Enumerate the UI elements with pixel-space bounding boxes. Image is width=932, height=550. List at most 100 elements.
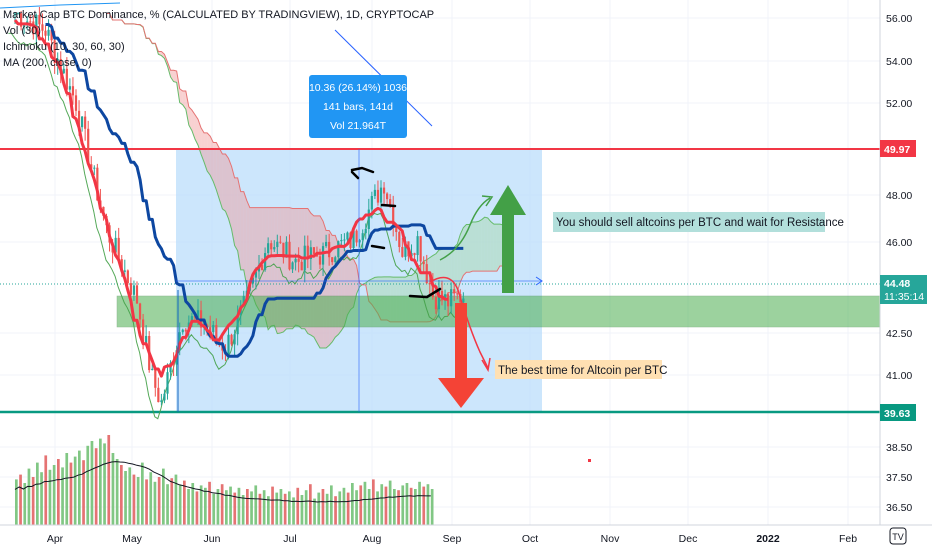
cloud-segment <box>231 166 235 246</box>
volume-bar <box>94 448 98 525</box>
cloud-segment <box>170 70 174 82</box>
candle-body <box>81 116 84 128</box>
candle-body <box>462 298 465 303</box>
volume-bar <box>380 484 384 525</box>
volume-bar <box>212 493 216 525</box>
candle-body <box>242 296 245 306</box>
volume-bar <box>275 492 279 525</box>
y-tick-label: 54.00 <box>886 56 912 68</box>
kijun-sen-line <box>45 23 464 358</box>
volume-bar <box>237 487 241 525</box>
candle-body <box>346 232 349 240</box>
measure-line1: 10.36 (26.14%) 1036 <box>309 82 407 94</box>
volume-bar <box>233 492 237 525</box>
legend-ichimoku[interactable]: Ichimoku (10, 30, 60, 30) <box>3 41 125 53</box>
cloud-segment <box>478 219 482 272</box>
candle-body <box>276 241 279 248</box>
volume-bar <box>426 484 430 525</box>
y-tick-label: 37.50 <box>886 472 912 484</box>
candle-body <box>23 25 26 27</box>
projection-red-curve <box>429 276 489 369</box>
volume-bar <box>372 479 375 525</box>
price-scale-bg[interactable] <box>880 0 932 525</box>
svg-text:44.48: 44.48 <box>884 278 910 290</box>
candle-body <box>337 241 340 258</box>
support-price-label: 39.63 <box>880 404 916 421</box>
candle-body <box>395 228 398 233</box>
volume-bar <box>120 465 123 525</box>
candle-body <box>340 239 343 242</box>
measure-info-box[interactable]: 10.36 (26.14%) 1036 141 bars, 141d Vol 2… <box>309 75 407 138</box>
candle-body <box>35 14 38 35</box>
candle-body <box>129 283 132 295</box>
candle-body <box>273 247 276 250</box>
legend-ma[interactable]: MA (200, close, 0) <box>3 57 92 69</box>
candle-body <box>321 246 325 265</box>
volume-bar <box>141 462 144 525</box>
volume-bar <box>157 477 161 525</box>
big-up-arrow[interactable] <box>490 185 526 293</box>
volume-bar <box>111 453 115 525</box>
volume-bar <box>132 474 136 525</box>
legend-volume[interactable]: Vol (30) <box>3 25 41 37</box>
note-sell[interactable]: You should sell altcoins per BTC and wai… <box>553 212 844 232</box>
x-tick-label: Apr <box>47 533 64 545</box>
volume-bar <box>330 485 333 525</box>
volume-bar <box>325 493 329 525</box>
volume-bar <box>401 485 405 525</box>
volume-bar <box>405 483 409 525</box>
candle-body <box>364 229 367 234</box>
volume-bar <box>107 435 111 525</box>
legend-symbol[interactable]: Market Cap BTC Dominance, % (CALCULATED … <box>3 9 434 21</box>
candle-body <box>62 68 65 74</box>
volume-bar <box>73 456 77 525</box>
volume-bar <box>220 484 224 525</box>
volume-bar <box>292 497 295 525</box>
volume-bar <box>258 493 262 525</box>
candle-body <box>382 187 386 194</box>
candle-body <box>114 237 117 253</box>
candle-body <box>361 233 364 241</box>
candle-body <box>358 240 361 243</box>
candle-body <box>44 30 47 36</box>
candle-body <box>434 297 437 310</box>
cloud-segment <box>490 221 494 272</box>
cloud-segment <box>442 248 446 299</box>
candle-body <box>254 271 258 278</box>
tenkan-sen-line <box>13 19 449 378</box>
indicator-legend[interactable]: Market Cap BTC Dominance, % (CALCULATED … <box>3 9 434 69</box>
cloud-segment <box>316 215 320 349</box>
chikou-line <box>8 32 458 420</box>
cloud-segment <box>182 90 186 110</box>
candle-body <box>16 13 20 15</box>
volume-bar <box>367 489 371 525</box>
cloud-segment <box>246 200 250 294</box>
cloud-segment <box>472 221 476 272</box>
volume-bar <box>225 490 228 525</box>
volume-bar <box>384 486 388 525</box>
svg-text:11:35:14: 11:35:14 <box>884 291 924 303</box>
resistance-price-label: 49.97 <box>880 140 916 157</box>
volume-bar <box>162 468 165 525</box>
candle-body <box>163 393 166 401</box>
candle-body <box>209 327 212 333</box>
candle-body <box>389 199 392 206</box>
cloud-segment <box>460 227 464 283</box>
volume-bar <box>296 487 300 525</box>
cloud-segment <box>448 248 452 293</box>
candle-body <box>413 253 416 256</box>
candle-body <box>53 40 56 63</box>
candle-body <box>428 282 431 285</box>
volume-bar <box>262 490 266 525</box>
cloud-segment <box>161 51 165 59</box>
candle-body <box>135 285 139 304</box>
volume-bar <box>23 483 27 525</box>
volume-bar <box>267 496 270 525</box>
volume-bar <box>48 469 52 525</box>
big-down-arrow[interactable] <box>438 303 484 408</box>
x-tick-label: Dec <box>679 533 698 545</box>
note-best[interactable]: The best time for Altcoin per BTC <box>495 360 667 379</box>
candle-body <box>367 209 370 230</box>
volume-bar <box>346 492 350 525</box>
